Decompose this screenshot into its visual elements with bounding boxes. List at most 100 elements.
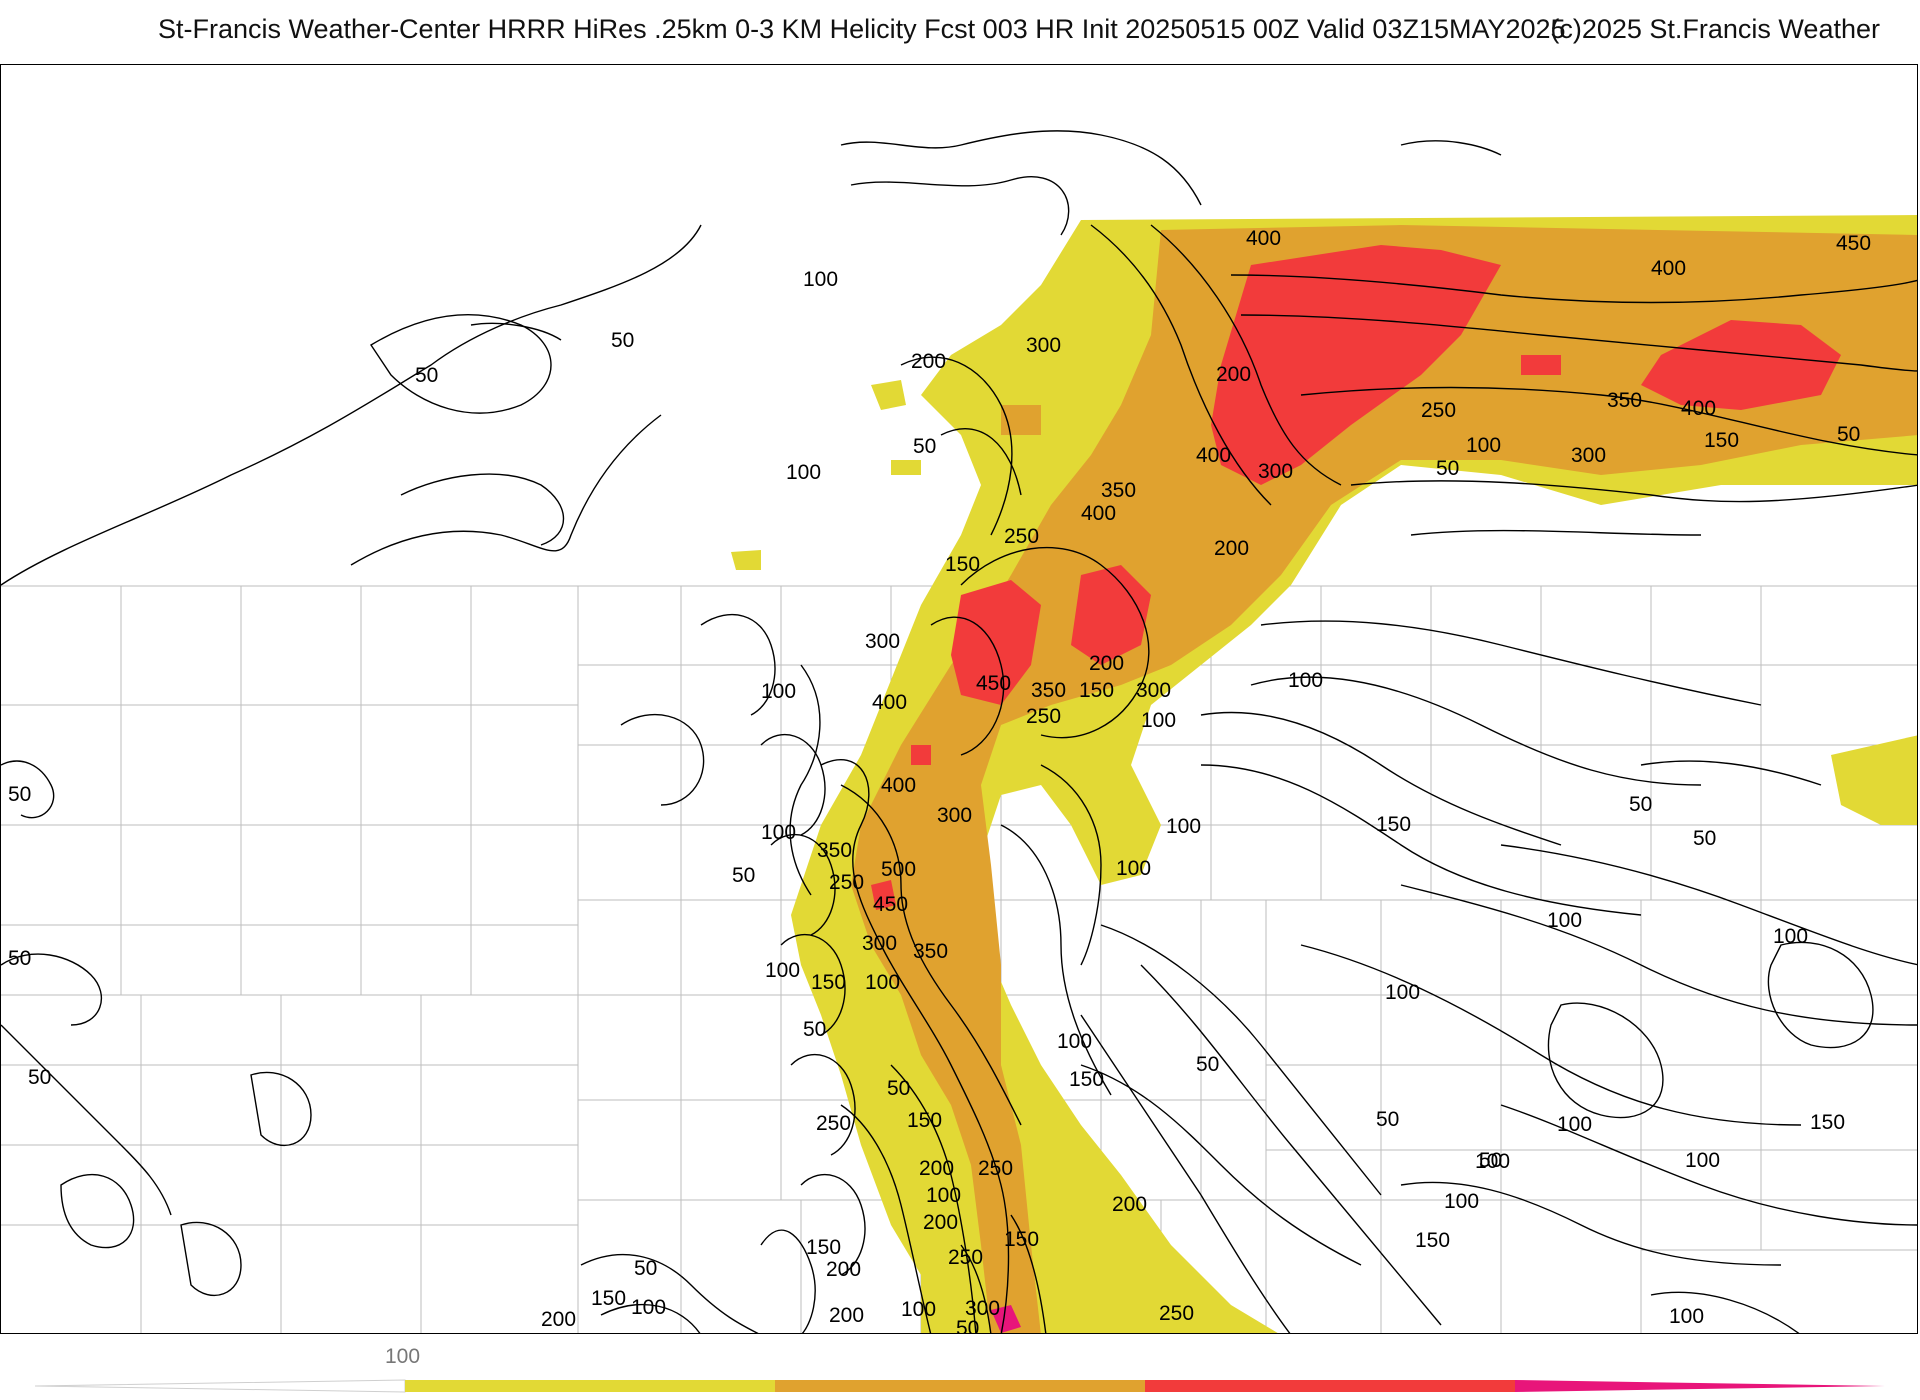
contour-label: 250: [829, 871, 864, 894]
colorbar: 100: [0, 1340, 1920, 1400]
contour-label: 50: [803, 1018, 826, 1041]
contour-label: 100: [1475, 1150, 1510, 1173]
contour-label: 150: [1704, 429, 1739, 452]
contour-label: 300: [1258, 460, 1293, 483]
contour-label: 100: [1385, 981, 1420, 1004]
contour-label: 400: [1081, 502, 1116, 525]
contour-label: 50: [732, 864, 755, 887]
contour-label: 350: [1101, 479, 1136, 502]
band-600-plus: [991, 1305, 1021, 1333]
contour-label: 50: [1837, 423, 1860, 446]
band-400-600: [871, 245, 1841, 910]
contour-lines: [1, 130, 1917, 1333]
contour-label: 200: [1089, 652, 1124, 675]
contour-label: 300: [965, 1297, 1000, 1320]
contour-label: 350: [817, 839, 852, 862]
colorbar-tick-label: 100: [385, 1345, 421, 1368]
contour-label: 300: [865, 630, 900, 653]
contour-label: 150: [1810, 1111, 1845, 1134]
colorbar-right-arrow: [1515, 1380, 1885, 1392]
contour-label: 100: [1773, 925, 1808, 948]
contour-label: 400: [872, 691, 907, 714]
contour-label: 50: [1693, 827, 1716, 850]
contour-label: 300: [1026, 334, 1061, 357]
contour-label: 150: [811, 971, 846, 994]
contour-label: 100: [761, 821, 796, 844]
colorbar-seg-2: [775, 1380, 1145, 1392]
contour-label: 150: [591, 1287, 626, 1310]
contour-label: 100: [1288, 669, 1323, 692]
contour-label: 300: [862, 932, 897, 955]
contour-label: 100: [1141, 709, 1176, 732]
contour-label: 250: [1004, 525, 1039, 548]
contour-label: 450: [1836, 232, 1871, 255]
title-copyright: (c)2025 St.Francis Weather: [1550, 14, 1880, 44]
contour-label: 50: [1479, 1149, 1502, 1172]
contour-label: 250: [816, 1112, 851, 1135]
contour-label: 500: [881, 858, 916, 881]
contour-label: 50: [1196, 1053, 1219, 1076]
contour-label: 50: [415, 364, 438, 387]
contour-label: 100: [901, 1298, 936, 1321]
contour-label: 350: [1607, 389, 1642, 412]
contour-label: 150: [907, 1109, 942, 1132]
contour-label: 250: [1026, 705, 1061, 728]
contour-label: 50: [1629, 793, 1652, 816]
contour-label: 150: [945, 553, 980, 576]
map-svg: 400 450 400 350 400 150 50 200 300 50 25…: [1, 130, 1917, 1334]
contour-label: 300: [1136, 679, 1171, 702]
contour-label: 100: [1166, 815, 1201, 838]
contour-label: 300: [937, 804, 972, 827]
contour-label: 150: [806, 1236, 841, 1259]
band-200-400: [851, 225, 1917, 1333]
contour-label: 100: [631, 1296, 666, 1319]
contour-label: 150: [1004, 1228, 1039, 1251]
contour-label: 100: [786, 461, 821, 484]
contour-label: 100: [1669, 1305, 1704, 1328]
contour-label: 50: [8, 783, 31, 806]
contour-label: 50: [956, 1317, 979, 1334]
contour-label: 50: [28, 1066, 51, 1089]
colorbar-seg-3: [1145, 1380, 1515, 1392]
contour-label: 200: [919, 1157, 954, 1180]
title-main: St-Francis Weather-Center HRRR HiRes .25…: [158, 14, 1566, 44]
contour-label: 350: [1031, 679, 1066, 702]
contour-label: 250: [948, 1246, 983, 1269]
contour-label: 250: [1159, 1302, 1194, 1325]
contour-label: 100: [761, 680, 796, 703]
contour-label: 200: [923, 1211, 958, 1234]
contour-label: 100: [1685, 1149, 1720, 1172]
colorbar-svg: [34, 1379, 1885, 1393]
helicity-map: 400 450 400 350 400 150 50 200 300 50 25…: [0, 64, 1918, 1334]
contour-label: 200: [911, 350, 946, 373]
contour-label: 150: [1079, 679, 1114, 702]
contour-label: 400: [1681, 397, 1716, 420]
contour-label: 100: [1466, 434, 1501, 457]
contour-label: 100: [803, 268, 838, 291]
contour-label: 400: [1651, 257, 1686, 280]
contour-label: 200: [826, 1258, 861, 1281]
contour-label: 200: [1112, 1193, 1147, 1216]
contour-label: 250: [978, 1157, 1013, 1180]
chart-title: St-Francis Weather-Center HRRR HiRes .25…: [0, 14, 1920, 54]
contour-label: 400: [1246, 227, 1281, 250]
contour-label: 400: [1196, 444, 1231, 467]
contour-label: 200: [541, 1308, 576, 1331]
contour-label: 250: [1421, 399, 1456, 422]
contour-label: 150: [1415, 1229, 1450, 1252]
contour-label: 150: [1376, 813, 1411, 836]
contour-label: 50: [913, 435, 936, 458]
contour-label: 450: [976, 672, 1011, 695]
contour-label: 100: [865, 971, 900, 994]
contour-label: 100: [1116, 857, 1151, 880]
contour-label: 200: [1216, 363, 1251, 386]
contour-label: 150: [1069, 1068, 1104, 1091]
contour-label: 100: [1444, 1190, 1479, 1213]
contour-label: 100: [1547, 909, 1582, 932]
contour-label: 100: [1557, 1113, 1592, 1136]
contour-label: 100: [765, 959, 800, 982]
contour-label: 50: [634, 1257, 657, 1280]
contour-label: 100: [1057, 1030, 1092, 1053]
contour-label: 50: [8, 947, 31, 970]
colorbar-seg-1: [405, 1380, 775, 1392]
